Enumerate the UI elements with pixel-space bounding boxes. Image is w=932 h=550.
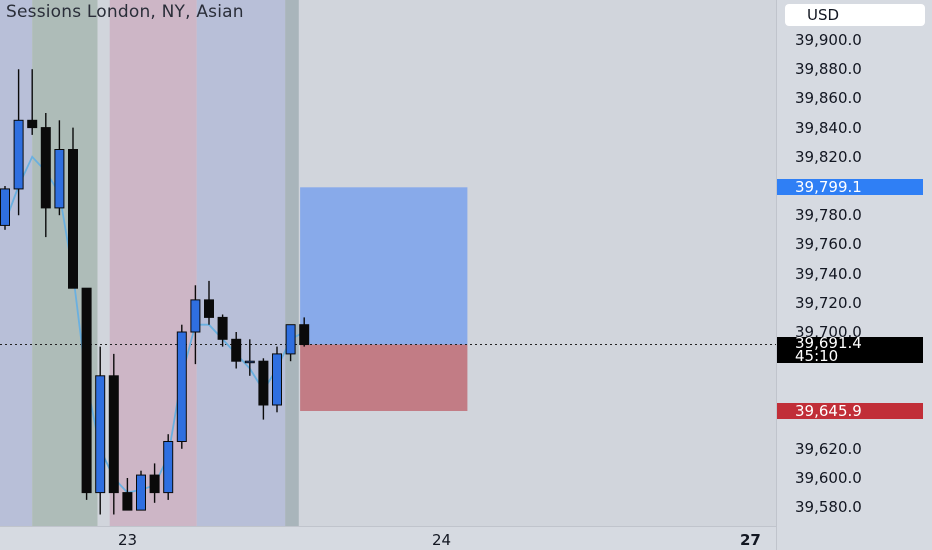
- time-label-24: 24: [432, 531, 452, 549]
- time-label-23: 23: [118, 531, 138, 549]
- candle-body-11: [149, 474, 160, 494]
- chart-canvas[interactable]: [0, 0, 776, 526]
- candle-body-17: [231, 338, 242, 362]
- session-band-asian-0: [0, 0, 33, 526]
- currency-button[interactable]: USD: [785, 4, 925, 26]
- candle-body-12: [163, 441, 174, 494]
- candle-body-20: [272, 353, 282, 406]
- candle-body-5: [68, 149, 78, 289]
- price-tick: 39,600.0: [795, 469, 862, 487]
- candle-body-19: [258, 360, 269, 406]
- candle-body-7: [95, 375, 106, 494]
- target-price-tag: 39,799.1: [777, 179, 923, 196]
- candle-body-22: [299, 324, 310, 346]
- candle-body-21: [285, 324, 296, 355]
- price-tick: 39,580.0: [795, 498, 862, 517]
- time-axis[interactable]: 23 24 27: [0, 526, 776, 550]
- candle-body-18: [244, 360, 255, 364]
- stop-price-tag: 39,645.9: [777, 402, 923, 419]
- time-label-27: 27: [740, 531, 761, 549]
- candle-body-15: [204, 299, 214, 318]
- price-tick: 39,880.0: [795, 60, 862, 79]
- chart-title[interactable]: Sessions London, NY, Asian: [6, 2, 244, 22]
- price-axis[interactable]: USD 39,900.0 39,880.0 39,860.0 39,840.0 39,8…: [776, 0, 932, 550]
- price-tick: 39,620.0: [795, 439, 862, 458]
- position-stop-zone: [300, 344, 468, 411]
- current-price-tag: 39,691.4 45:10: [777, 335, 923, 365]
- candle-body-1: [13, 119, 24, 190]
- position-target-zone: [300, 187, 468, 345]
- candle-body-13: [176, 331, 187, 442]
- candle-body-9: [122, 492, 133, 511]
- price-tick: 39,720.0: [795, 293, 862, 312]
- candle-body-10: [136, 474, 146, 511]
- candle-body-6: [81, 287, 92, 494]
- price-tick: 39,740.0: [795, 264, 862, 283]
- candle-body-8: [108, 375, 119, 494]
- countdown-timer: 45:10: [795, 346, 839, 365]
- candle-body-3: [40, 127, 51, 209]
- session-band-dark-4: [285, 0, 299, 526]
- candle-body-14: [190, 299, 201, 333]
- price-tick: 39,700.0: [795, 323, 862, 341]
- session-band-ny-2: [109, 0, 197, 526]
- session-band-asian-3: [196, 0, 286, 526]
- price-tick: 39,820.0: [795, 147, 862, 166]
- price-tick: 39,840.0: [795, 118, 862, 137]
- candle-body-0: [0, 188, 10, 226]
- price-tick: 39,760.0: [795, 235, 862, 254]
- price-tick: 39,860.0: [795, 89, 862, 108]
- candle-body-4: [54, 149, 65, 209]
- price-tick: 39,780.0: [795, 206, 862, 225]
- chart-plot-area[interactable]: Sessions London, NY, Asian: [0, 0, 776, 526]
- candle-body-16: [217, 316, 228, 340]
- candle-body-2: [27, 119, 38, 129]
- price-tick: 39,900.0: [795, 31, 862, 49]
